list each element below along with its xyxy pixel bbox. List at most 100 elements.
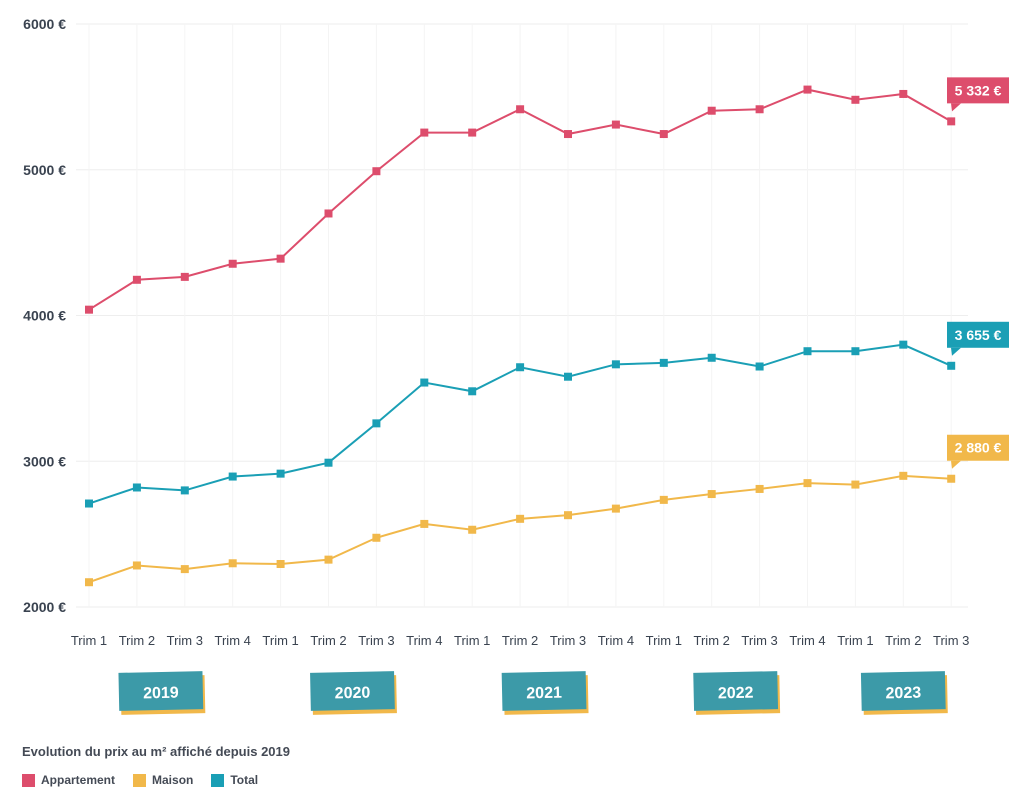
data-point [228, 259, 237, 268]
callout-pointer [951, 103, 961, 112]
data-point [372, 533, 381, 542]
legend: Appartement Maison Total [22, 773, 276, 787]
x-tick-label: Trim 1 [262, 633, 298, 648]
data-point [180, 486, 189, 495]
x-tick-label: Trim 3 [933, 633, 969, 648]
data-point [85, 578, 93, 587]
callout-box [947, 434, 1009, 461]
x-tick-label: Trim 3 [358, 633, 394, 648]
year-badge-box [860, 671, 946, 711]
data-point [611, 360, 620, 369]
callout-pointer [951, 460, 961, 469]
legend-item-maison: Maison [133, 773, 193, 787]
data-point [851, 480, 860, 489]
data-point [132, 483, 141, 492]
x-tick-label: Trim 1 [454, 633, 490, 648]
x-tick-label: Trim 2 [310, 633, 346, 648]
legend-swatch-appartement [22, 773, 35, 787]
data-point [899, 471, 908, 480]
series-maison: 2 880 € [85, 434, 1009, 587]
end-value-label: 2 880 € [955, 440, 1002, 456]
x-tick-label: Trim 2 [885, 633, 921, 648]
y-tick-label: 5000 € [23, 162, 66, 178]
data-point [324, 209, 333, 218]
data-point [564, 372, 572, 381]
data-point [564, 130, 572, 139]
year-badge-box [501, 671, 587, 711]
y-tick-label: 4000 € [23, 308, 66, 324]
end-value-label: 5 332 € [955, 82, 1002, 98]
data-point [324, 458, 333, 467]
data-point [516, 514, 525, 523]
year-badge: 2021 [501, 671, 589, 715]
year-badge-box [693, 671, 779, 711]
x-tick-label: Trim 2 [502, 633, 538, 648]
callout-pointer [951, 347, 961, 356]
chart-title: Evolution du prix au m² affiché depuis 2… [22, 744, 290, 759]
legend-label-maison: Maison [152, 773, 194, 787]
data-point [132, 561, 141, 570]
x-tick-label: Trim 1 [646, 633, 682, 648]
y-tick-label: 3000 € [23, 453, 66, 469]
data-point [228, 472, 237, 481]
year-badge: 2022 [693, 671, 781, 715]
data-point [611, 504, 620, 513]
data-point [180, 565, 189, 574]
data-point [420, 519, 429, 528]
data-point [659, 495, 668, 504]
data-point [468, 525, 477, 534]
data-point [803, 479, 812, 488]
data-point [851, 95, 860, 104]
data-point [85, 499, 93, 508]
data-point [947, 117, 956, 126]
year-badge: 2023 [860, 671, 948, 715]
data-point [755, 105, 764, 114]
data-point [516, 363, 525, 372]
data-point [611, 120, 620, 129]
data-point [516, 105, 525, 114]
data-point [564, 511, 572, 520]
x-tick-label: Trim 2 [119, 633, 155, 648]
data-point [468, 128, 477, 137]
data-point [947, 474, 956, 483]
end-value-callout: 5 332 € [947, 77, 1009, 112]
data-point [899, 340, 908, 349]
legend-swatch-maison [133, 773, 147, 787]
data-point [707, 353, 716, 362]
data-point [132, 275, 141, 284]
line-chart: 2000 € 3000 € 4000 € 5000 € 6000 € Trim 1 Trim… [23, 16, 1009, 715]
data-point [947, 361, 956, 370]
x-tick-label: Trim 4 [406, 633, 442, 648]
series-total: 3 655 € [85, 321, 1009, 508]
end-value-callout: 3 655 € [947, 321, 1009, 356]
data-point [372, 419, 381, 428]
data-point [276, 560, 285, 569]
x-tick-label: Trim 3 [741, 633, 777, 648]
end-value-callout: 2 880 € [947, 434, 1009, 469]
year-badge: 2019 [118, 671, 206, 715]
data-point [659, 358, 668, 367]
data-point [851, 347, 860, 356]
data-point [85, 305, 93, 314]
year-label: 2021 [526, 685, 562, 703]
x-tick-label: Trim 2 [694, 633, 730, 648]
callout-box [947, 77, 1009, 104]
data-point [755, 484, 764, 493]
callout-box [947, 321, 1009, 348]
year-label: 2020 [335, 685, 371, 703]
data-point [707, 106, 716, 115]
data-point [755, 362, 764, 371]
data-point [803, 85, 812, 94]
year-label: 2019 [143, 685, 179, 703]
y-tick-label: 2000 € [23, 599, 66, 615]
data-point [659, 130, 668, 139]
year-label: 2022 [718, 685, 754, 703]
year-badge-box [310, 671, 395, 711]
data-point [468, 387, 477, 396]
data-point [803, 347, 812, 356]
data-point [420, 378, 429, 387]
year-label: 2023 [885, 685, 921, 703]
legend-item-total: Total [211, 773, 258, 787]
legend-label-appartement: Appartement [41, 773, 116, 787]
data-point [276, 254, 285, 263]
